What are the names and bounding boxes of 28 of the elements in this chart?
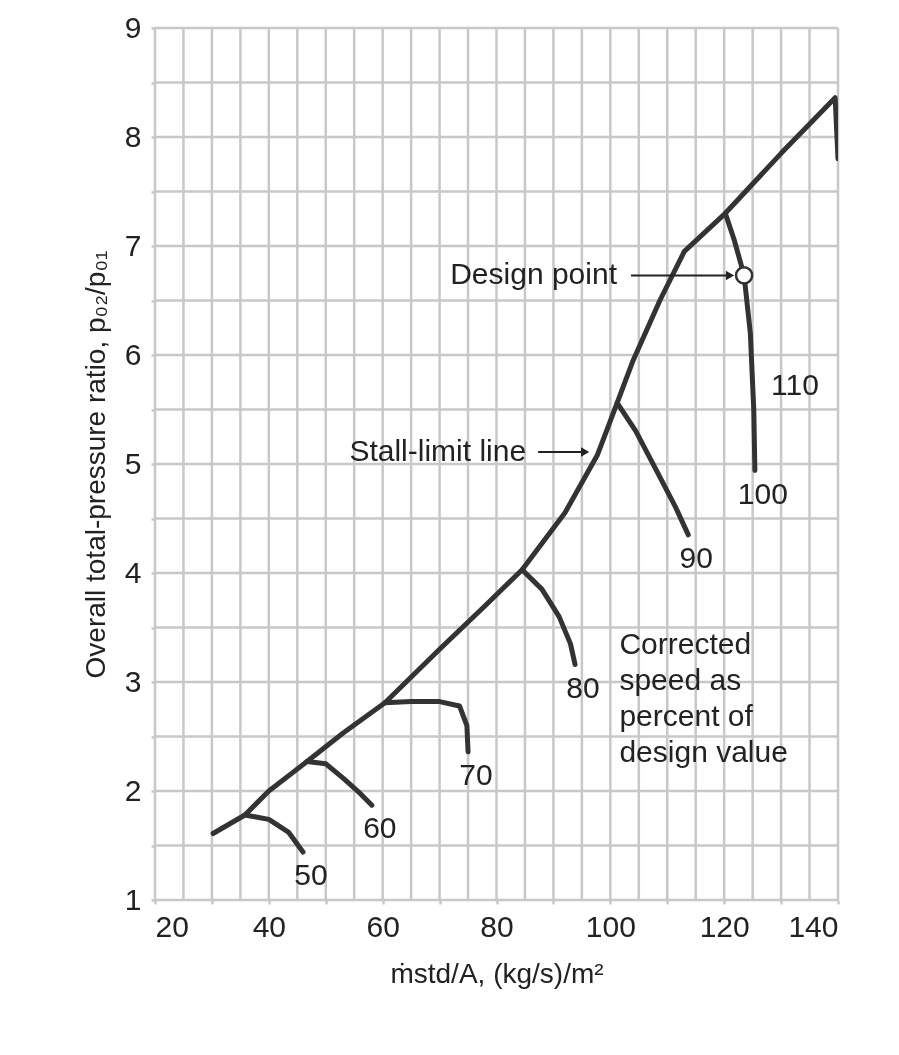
series-label: 90 [679,540,713,574]
y-tick-label: 3 [124,664,142,698]
y-tick-label: 6 [124,337,142,371]
y-tick-label: 4 [124,555,142,589]
x-tick-label: 80 [480,909,514,943]
x-tick-label: 60 [366,909,400,943]
series-label: 70 [459,757,493,791]
y-tick-label: 8 [124,119,142,153]
y-tick-label: 9 [124,10,142,44]
annotation: Stall-limit line [349,434,527,468]
x-tick-label: 100 [585,909,636,943]
x-tick-label: 120 [699,909,750,943]
series-label: 80 [566,670,600,704]
series-label: 100 [737,476,788,510]
y-tick-label: 5 [124,446,142,480]
annotation: Corrected speed as percent of design value [619,626,788,768]
annotation: Design point [450,257,618,291]
x-tick-label: 40 [252,909,287,943]
x-tick-label: 20 [155,909,189,943]
series-label: 60 [363,811,397,845]
y-axis-title: Overall total-pressure ratio, p₀₂/p₀₁ [79,250,111,679]
y-tick-label: 7 [124,228,142,262]
x-tick-label: 140 [788,909,839,943]
y-tick-label: 2 [124,773,142,807]
x-axis-title: ṁstd/A, (kg/s)/m² [390,957,604,989]
series-label: 50 [294,858,328,892]
annotation: 110 [771,367,819,401]
y-tick-label: 1 [124,882,142,916]
